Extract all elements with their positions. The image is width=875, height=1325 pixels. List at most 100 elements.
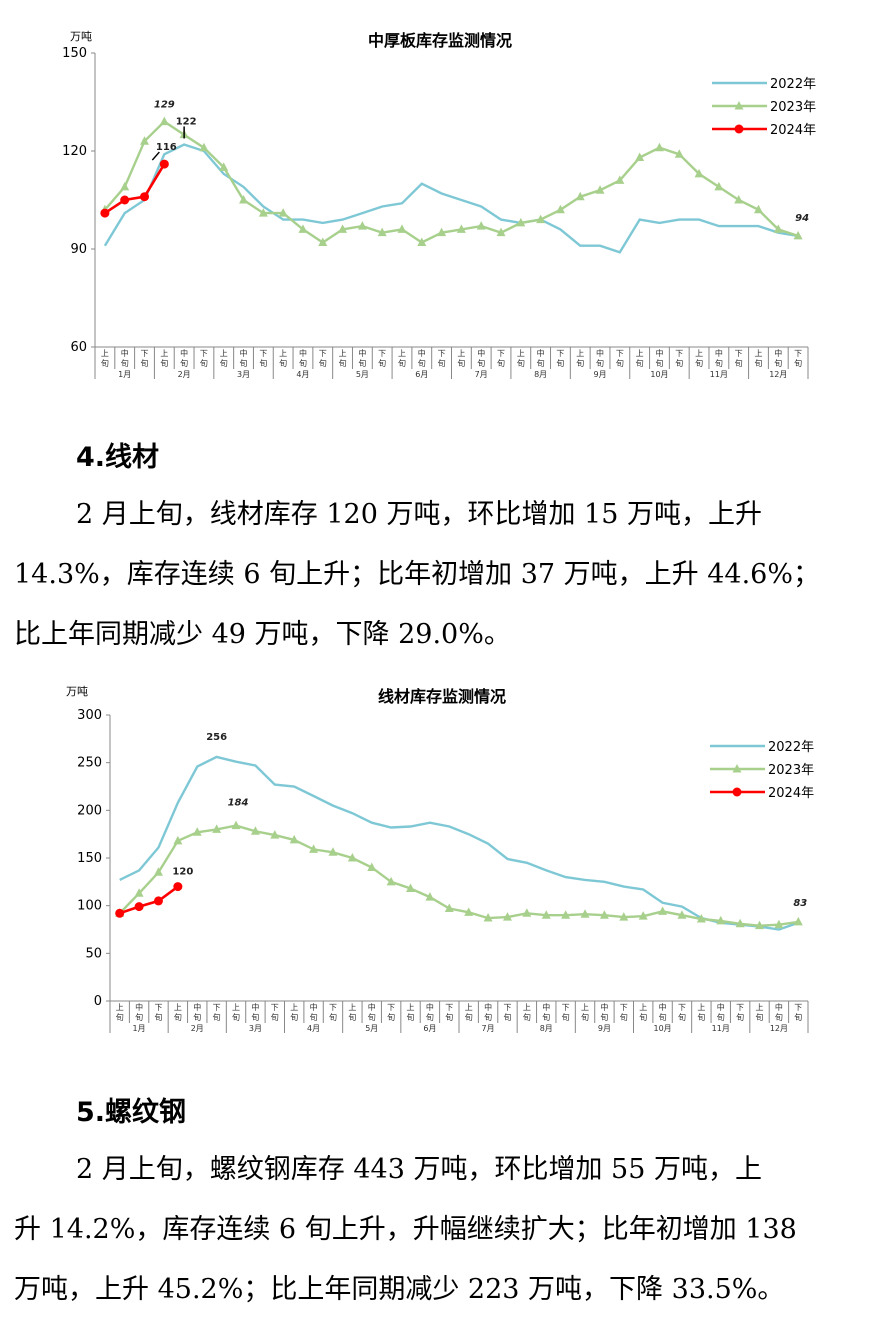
data-point-triangle: [773, 224, 783, 233]
data-point-triangle: [250, 826, 260, 835]
x-tick-label: 中: [774, 348, 782, 358]
x-tick-label: 下: [378, 349, 386, 358]
x-tick-label: 下: [259, 349, 267, 358]
data-point-triangle: [318, 237, 328, 246]
x-tick-label-sub: 旬: [279, 358, 287, 368]
x-tick-label-sub: 旬: [213, 1012, 221, 1022]
y-tick-label: 300: [77, 708, 102, 723]
data-point-triangle: [516, 217, 526, 227]
data-point-triangle: [456, 224, 466, 233]
x-tick-label-sub: 旬: [659, 1012, 667, 1022]
x-tick-label-sub: 旬: [616, 358, 624, 368]
x-tick-label-sub: 旬: [310, 1012, 318, 1022]
legend-label: 2023年: [768, 763, 814, 778]
x-tick-label: 中: [299, 348, 307, 358]
legend-marker: [732, 764, 742, 773]
x-tick-label: 上: [576, 349, 584, 358]
y-tick-label: 60: [70, 340, 87, 355]
data-point-triangle: [522, 908, 532, 917]
month-label: 8月: [534, 370, 547, 379]
label-leader: [151, 151, 160, 161]
x-tick-label: 上: [639, 1003, 647, 1012]
data-label: 256: [206, 732, 227, 743]
month-label: 12月: [769, 370, 787, 379]
data-point-triangle: [417, 237, 427, 246]
data-point-circle: [120, 195, 130, 205]
x-tick-label: 中: [418, 348, 426, 358]
series-line-1: [103, 120, 799, 244]
month-label: 4月: [296, 370, 309, 379]
section-5-line-1: 2 月上旬，螺纹钢库存 443 万吨，环比增加 55 万吨，上: [76, 1154, 762, 1185]
x-tick-label-sub: 旬: [517, 358, 525, 368]
x-tick-label: 上: [697, 1003, 705, 1012]
data-point-triangle: [173, 835, 183, 845]
data-point-triangle: [153, 867, 163, 876]
x-tick-label: 中: [251, 1002, 259, 1012]
month-label: 8月: [540, 1024, 553, 1033]
x-tick-label-sub: 旬: [457, 358, 465, 368]
x-tick-label-sub: 旬: [774, 358, 782, 368]
x-tick-label: 下: [736, 1003, 744, 1012]
data-point-triangle: [774, 919, 784, 929]
data-point-triangle: [357, 221, 367, 230]
x-tick-label-sub: 旬: [596, 358, 604, 368]
x-tick-label: 上: [457, 349, 465, 358]
x-tick-label-sub: 旬: [154, 1012, 162, 1022]
data-point-circle: [153, 896, 163, 906]
x-tick-label: 下: [329, 1003, 337, 1012]
y-unit-label: 万吨: [66, 685, 88, 698]
x-tick-label-sub: 旬: [556, 358, 564, 368]
series-line-1: [118, 824, 799, 927]
x-tick-label-sub: 旬: [736, 1012, 744, 1022]
data-point-triangle: [270, 830, 280, 839]
data-point-triangle: [406, 883, 416, 893]
x-tick-label: 中: [659, 1002, 667, 1012]
data-point-circle: [115, 908, 125, 918]
month-label: 1月: [133, 1024, 146, 1033]
x-tick-label: 上: [174, 1003, 182, 1012]
data-point-triangle: [483, 913, 493, 922]
x-tick-label-sub: 旬: [695, 358, 703, 368]
x-tick-label: 中: [715, 348, 723, 358]
x-tick-label: 中: [368, 1002, 376, 1012]
data-point-triangle: [561, 910, 571, 919]
month-label: 4月: [307, 1024, 320, 1033]
month-label: 2月: [191, 1024, 204, 1033]
x-tick-label-sub: 旬: [717, 1012, 725, 1022]
legend-marker: [734, 101, 744, 110]
month-label: 10月: [653, 1024, 671, 1033]
legend-marker: [734, 124, 744, 134]
x-tick-label: 中: [775, 1002, 783, 1012]
x-tick-label: 上: [517, 349, 525, 358]
data-point-triangle: [674, 149, 684, 158]
x-tick-label-sub: 旬: [581, 1012, 589, 1022]
data-point-triangle: [140, 136, 150, 145]
section-4-line-3: 比上年同期减少 49 万吨，下降 29.0%。: [14, 619, 511, 650]
x-tick-label-sub: 旬: [600, 1012, 608, 1022]
x-tick-label: 上: [756, 1003, 764, 1012]
data-point-triangle: [595, 185, 605, 194]
chart-title: 中厚板库存监测情况: [368, 31, 512, 50]
x-tick-label: 上: [398, 349, 406, 358]
x-tick-label: 上: [279, 349, 287, 358]
x-tick-label-sub: 旬: [319, 358, 327, 368]
x-tick-label: 中: [121, 348, 129, 358]
y-tick-label: 90: [70, 242, 87, 257]
x-tick-label-sub: 旬: [735, 358, 743, 368]
data-point-triangle: [134, 888, 144, 897]
x-tick-label-sub: 旬: [465, 1012, 473, 1022]
data-point-triangle: [159, 116, 169, 126]
data-point-triangle: [425, 892, 435, 901]
x-tick-label: 中: [426, 1002, 434, 1012]
x-tick-label-sub: 旬: [537, 358, 545, 368]
month-label: 7月: [482, 1024, 495, 1033]
x-tick-label-sub: 旬: [271, 1012, 279, 1022]
x-tick-label-sub: 旬: [101, 358, 109, 368]
x-tick-label-sub: 旬: [636, 358, 644, 368]
x-tick-label-sub: 旬: [368, 1012, 376, 1022]
x-tick-label: 中: [240, 348, 248, 358]
data-point-triangle: [654, 142, 664, 152]
x-tick-label: 下: [794, 349, 802, 358]
x-tick-label-sub: 旬: [299, 358, 307, 368]
x-tick-label: 下: [141, 349, 149, 358]
